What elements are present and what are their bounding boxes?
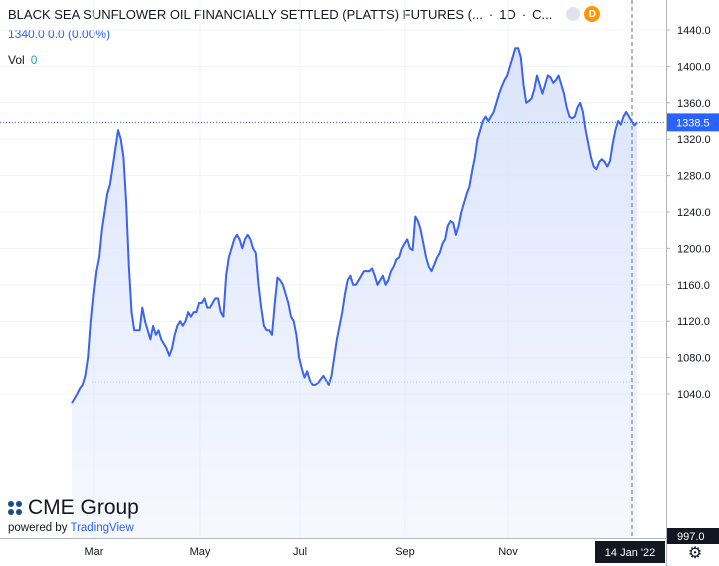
price-area-fill — [72, 48, 637, 538]
source-label: C... — [532, 6, 553, 22]
last-price-label: 1338.5 — [676, 117, 710, 129]
y-tick-label: 1040.0 — [677, 389, 711, 401]
volume-label: Vol — [8, 53, 25, 67]
title-separator: · — [521, 6, 527, 22]
y-tick-label: 1360.0 — [677, 98, 711, 110]
logo-main: CME Group — [8, 496, 139, 520]
gear-icon[interactable]: ⚙ — [687, 545, 703, 562]
y-tick-label: 1400.0 — [677, 61, 711, 73]
status-indicators: D — [566, 6, 601, 22]
y-tick-label: 1240.0 — [677, 207, 711, 219]
y-tick-label: 1200.0 — [677, 243, 711, 255]
x-tick-label: Mar — [85, 546, 104, 558]
y-tick-label: 1280.0 — [677, 171, 711, 183]
crosshair-date-label: 14 Jan '22 — [605, 547, 655, 559]
tradingview-link[interactable]: TradingView — [70, 522, 134, 534]
delayed-data-badge[interactable]: D — [584, 6, 601, 22]
volume-row: Vol 0 — [8, 53, 653, 67]
y-bottom-label: 997.0 — [677, 531, 705, 543]
title-separator: · — [488, 6, 494, 22]
y-tick-label: 1440.0 — [677, 25, 711, 37]
price-line — [71, 47, 638, 404]
symbol-title[interactable]: BLACK SEA SUNFLOWER OIL FINANCIALLY SETT… — [8, 6, 483, 22]
crosshair-date-box — [595, 541, 665, 563]
y-tick-label: 1320.0 — [677, 134, 711, 146]
x-tick-label: May — [190, 546, 211, 558]
y-bottom-label-box — [667, 528, 719, 544]
y-tick-label: 1160.0 — [677, 280, 710, 292]
y-tick-label: 1120.0 — [677, 316, 710, 328]
cme-group-logo[interactable]: CME Group powered by TradingView — [8, 496, 139, 534]
market-status-icon — [566, 7, 581, 21]
x-tick-label: Nov — [498, 546, 518, 558]
cme-logo-icon — [8, 501, 22, 515]
volume-value: 0 — [30, 53, 38, 67]
logo-brand: CME Group — [28, 496, 139, 519]
x-tick-label: Sep — [395, 546, 415, 558]
last-price-label-box — [667, 113, 719, 132]
powered-by: powered by TradingView — [8, 522, 134, 534]
x-tick-label: Jul — [293, 546, 307, 558]
y-tick-label: 1080.0 — [677, 353, 711, 365]
